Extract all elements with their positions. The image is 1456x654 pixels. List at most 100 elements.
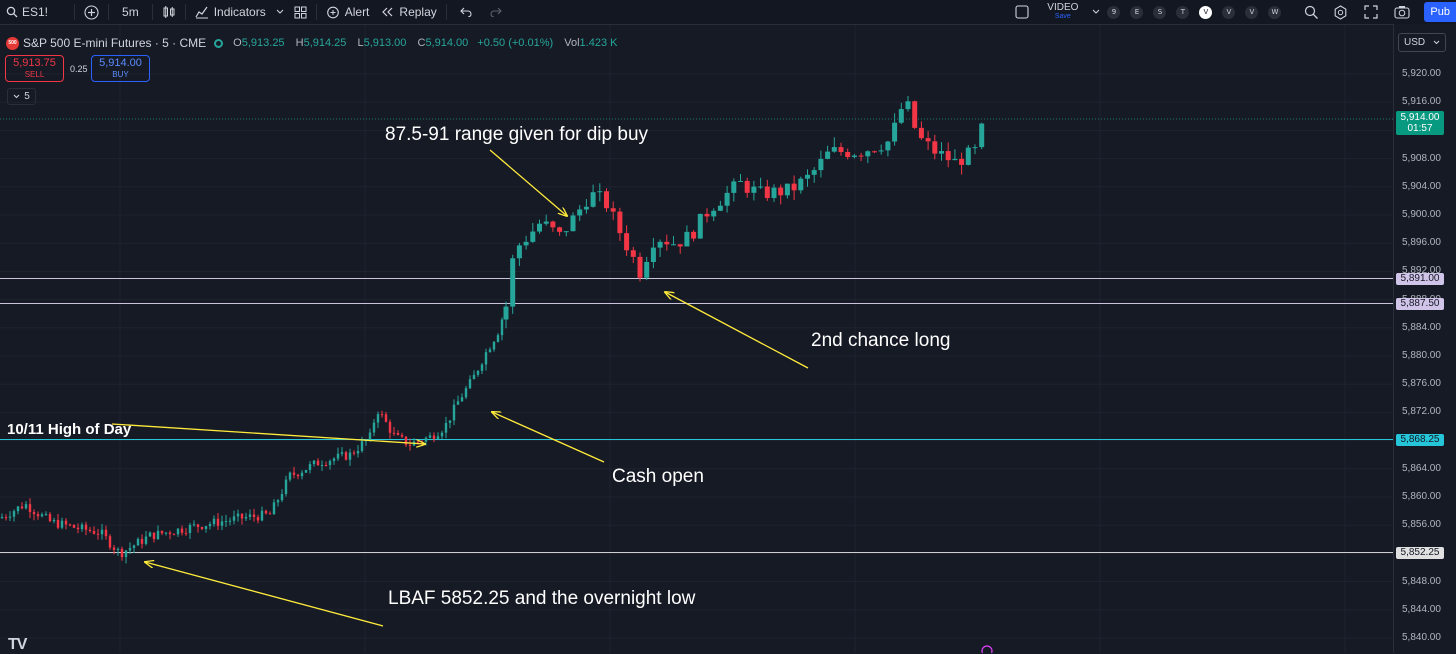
lbaf-annotation[interactable]: LBAF 5852.25 and the overnight low [388,588,696,609]
sp500-logo-icon: 500 [6,36,19,50]
symbol-search[interactable]: ES1! [0,0,54,24]
candle-body [272,502,276,515]
candle-body [164,532,168,534]
fullscreen-button[interactable] [1356,0,1386,24]
top-toolbar: ES1! 5m Indicators Alert [0,0,1456,25]
quick-button-6[interactable]: V [1245,5,1259,19]
chart-type-button[interactable] [156,0,182,24]
candle-body [64,520,68,525]
candle-body [284,479,288,494]
second-chance-arrow[interactable] [665,292,809,369]
indicators-button[interactable]: Indicators [189,0,272,24]
level-price-label[interactable]: 5,852.25 [1396,546,1444,559]
quick-dropdown[interactable] [1090,0,1102,24]
candle-body [216,518,220,526]
snapshot-button[interactable] [1386,0,1418,24]
candle-body [731,181,737,193]
video-button[interactable]: VIDEO Save [1035,0,1090,24]
candle-body [80,524,84,530]
candle-body [424,437,428,442]
annotation-texts: 87.5-91 range given for dip buy 2nd chan… [7,124,950,609]
symbol-title[interactable]: S&P 500 E-mini Futures · 5 · CME [23,36,207,50]
indicators-dropdown[interactable] [272,0,288,24]
dip-buy-annotation[interactable]: 87.5-91 range given for dip buy [385,124,649,145]
candle-body [778,187,784,196]
candle-body [360,441,364,452]
level-price-label[interactable]: 5,891.00 [1396,272,1444,285]
price-tick: 5,920.00 [1402,68,1441,79]
quick-button-4[interactable]: V [1199,5,1213,19]
candle-body [818,158,824,171]
candle-body [236,513,240,517]
cash-open-annotation[interactable]: Cash open [612,466,704,487]
candle-body [436,436,440,440]
gear-icon [1333,4,1348,20]
candle-body [384,414,388,422]
publish-label: Pub [1430,6,1450,18]
publish-button[interactable]: Pub [1424,2,1456,22]
quick-button-2[interactable]: S [1153,5,1167,19]
templates-button[interactable] [288,0,313,24]
candle-body [516,245,522,259]
alert-button[interactable]: Alert [320,0,376,24]
timeframe-button[interactable]: 5m [112,0,149,24]
price-tick: 5,860.00 [1402,491,1441,502]
candle-body [356,451,360,454]
cash-open-arrow[interactable] [492,412,605,463]
quick-button-5[interactable]: V [1222,5,1236,19]
candle-body [248,514,252,517]
bar-countdown: 01:57 [1407,123,1433,134]
candle-body [72,524,76,528]
price-tick: 5,884.00 [1402,321,1441,333]
quick-button-7[interactable]: W [1268,5,1282,19]
level-price-label[interactable]: 5,887.50 [1396,297,1444,310]
second-chance-annotation[interactable]: 2nd chance long [811,330,950,351]
candle-body [590,192,596,207]
search-chart-button[interactable] [1298,0,1325,24]
compare-button[interactable] [78,0,105,24]
candle-body [16,506,20,512]
redo-button[interactable] [482,0,510,24]
chevron-down-icon [1433,37,1440,48]
candle-body [36,514,40,517]
candle-body [172,534,176,536]
candle-body [671,244,676,246]
quick-button-0[interactable]: 9 [1107,5,1121,19]
price-tick: 5,864.00 [1402,462,1441,474]
dip-buy-arrow[interactable] [489,149,567,216]
candle-body [196,524,200,528]
candle-body [408,444,412,446]
interval-toggle[interactable]: 5 [7,88,36,105]
candle-body [252,514,256,518]
settings-button[interactable] [1325,0,1356,24]
drawing-marker[interactable] [981,645,993,653]
currency-select[interactable]: USD [1398,33,1446,52]
replay-button[interactable]: Replay [375,0,442,24]
candle-body [456,401,460,405]
level-price-label[interactable]: 5,868.25 [1396,433,1444,446]
buy-button[interactable]: 5,914.00 BUY [91,55,150,82]
lbaf-arrow[interactable] [145,562,384,627]
current-price-label[interactable]: 5,914.00 01:57 [1396,111,1444,135]
candle-body [500,319,504,336]
quick-button-1[interactable]: E [1130,5,1144,19]
change-value: +0.50 (+0.01%) [477,37,554,49]
high-of-day-annotation[interactable]: 10/11 High of Day [7,421,132,438]
candle-body [488,349,492,353]
candle-body [537,223,542,232]
layout-button[interactable] [1009,0,1035,24]
sell-button[interactable]: 5,913.75 SELL [5,55,64,82]
candle-body [557,227,563,232]
candle-body [124,550,128,558]
candle-body [376,414,380,423]
undo-button[interactable] [450,0,482,24]
candle-body [4,517,8,519]
candle-body [912,101,918,128]
candle-body [724,192,730,206]
candle-body [140,538,144,544]
candle-body [40,514,44,517]
quick-button-3[interactable]: T [1176,5,1190,19]
high-of-day-arrow[interactable] [111,423,425,444]
